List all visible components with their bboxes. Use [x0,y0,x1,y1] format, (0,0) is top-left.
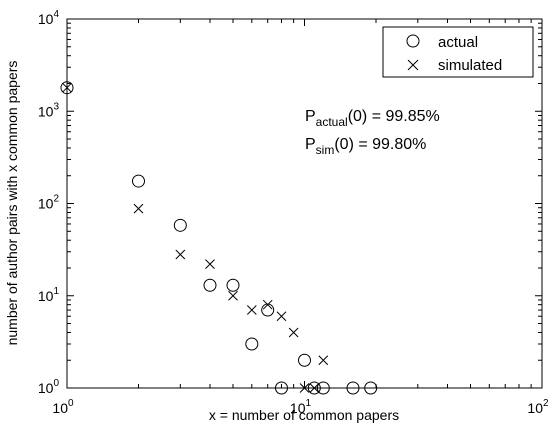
y-tick-labels: 100 101 102 103 104 [38,9,60,396]
axis-ticks [66,19,542,389]
legend-label-simulated: simulated [438,57,502,74]
annotation-p-actual-sub: actual [316,115,348,129]
point-actual [173,218,187,232]
point-simulated [276,311,287,322]
point-actual [364,381,378,395]
legend: actual simulated [382,26,534,78]
point-simulated [175,249,186,260]
legend-label-actual: actual [438,34,478,51]
y-tick-label: 100 [38,378,60,396]
legend-marker-simulated [407,59,419,71]
legend-marker-actual [406,34,420,48]
data-marks [60,81,378,395]
annotation-p-actual: Pactual(0) = 99.85% [305,108,440,129]
y-tick-label: 102 [38,194,60,212]
point-actual [226,278,240,292]
point-actual [298,353,311,367]
point-actual [307,381,321,395]
legend-box [382,26,534,78]
point-simulated [133,203,144,214]
annotation-p-actual-value: (0) = 99.85% [348,108,440,125]
point-actual [60,81,74,95]
annotation-p-actual-prefix: P [305,108,316,125]
plot-area [66,18,543,389]
point-simulated [62,82,72,93]
point-actual [316,381,330,395]
annotation-p-sim: Psim(0) = 99.80% [305,136,426,157]
point-actual [203,278,217,292]
annotation-p-sim-value: (0) = 99.80% [334,136,426,153]
point-simulated [309,383,320,393]
annotation-p-sim-prefix: P [305,136,316,153]
point-actual [131,174,145,188]
point-actual [346,381,360,395]
annotation-p-sim-sub: sim [316,143,335,157]
point-simulated [262,299,273,310]
y-tick-label: 101 [38,286,60,304]
point-simulated [205,259,215,270]
point-simulated [246,305,257,315]
x-tick-label: 102 [527,398,549,416]
x-tick-label: 101 [290,398,312,416]
x-axis-label: x = number of common papers [209,407,399,423]
x-tick-labels: 100 101 102 [52,398,549,416]
point-simulated [299,383,310,393]
x-tick-label: 100 [52,398,74,416]
point-simulated [228,290,238,301]
y-tick-label: 103 [38,101,60,119]
y-axis-label: number of author pairs with x common pap… [4,61,20,346]
point-actual [245,337,259,351]
y-tick-label: 104 [38,9,60,27]
point-simulated [288,327,299,338]
point-simulated [318,355,329,366]
point-actual [274,381,288,395]
